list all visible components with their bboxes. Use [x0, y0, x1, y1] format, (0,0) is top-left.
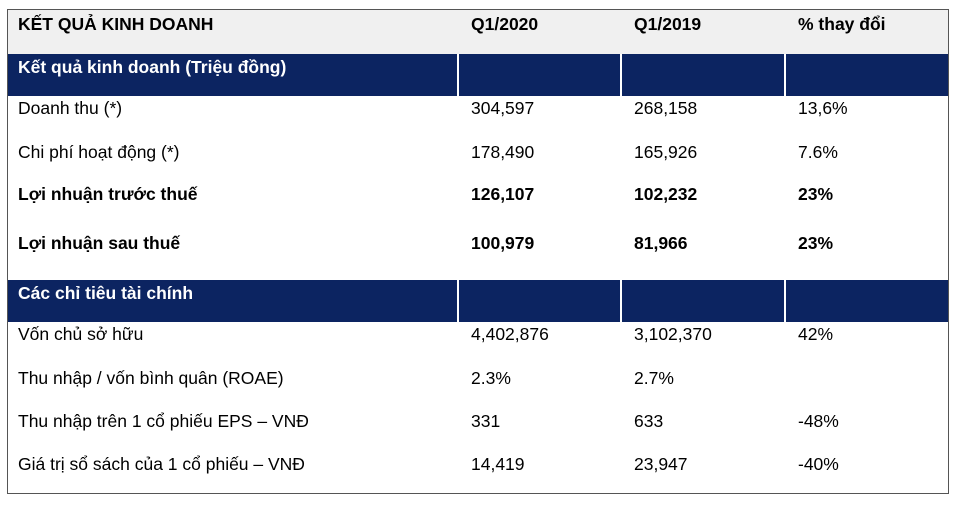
value-q1-2019: 165,926: [634, 142, 698, 162]
section-title: Các chỉ tiêu tài chính: [18, 283, 194, 303]
value-change: 23%: [798, 184, 834, 204]
row-label: Lợi nhuận trước thuế: [18, 184, 198, 204]
row-label: Giá trị sổ sách của 1 cổ phiếu – VNĐ: [18, 454, 305, 474]
value-change: 42%: [798, 324, 834, 344]
value-q1-2020: 4,402,876: [471, 324, 549, 344]
value-q1-2019: 81,966: [634, 233, 688, 253]
value-q1-2020: 304,597: [471, 98, 535, 118]
value-q1-2020: 100,979: [471, 233, 535, 253]
section-title: Kết quả kinh doanh (Triệu đồng): [18, 57, 287, 77]
row-label: Vốn chủ sở hữu: [18, 324, 144, 344]
row-label: Lợi nhuận sau thuế: [18, 233, 181, 253]
row-label: Doanh thu (*): [18, 98, 123, 118]
value-q1-2019: 102,232: [634, 184, 698, 204]
value-q1-2019: 2.7%: [634, 368, 674, 388]
header-q1-2019: Q1/2019: [634, 14, 702, 34]
value-change: 7.6%: [798, 142, 838, 162]
business-results-table: KẾT QUẢ KINH DOANH Q1/2020 Q1/2019 % tha…: [7, 9, 949, 494]
header-q1-2020: Q1/2020: [471, 14, 539, 34]
section-header-business-results: Kết quả kinh doanh (Triệu đồng): [8, 54, 948, 96]
row-label: Thu nhập trên 1 cổ phiếu EPS – VNĐ: [18, 411, 309, 431]
value-q1-2019: 268,158: [634, 98, 698, 118]
value-q1-2019: 633: [634, 411, 664, 431]
value-q1-2019: 3,102,370: [634, 324, 712, 344]
header-change: % thay đổi: [798, 14, 886, 34]
value-q1-2020: 178,490: [471, 142, 535, 162]
value-change: 13,6%: [798, 98, 848, 118]
header-title: KẾT QUẢ KINH DOANH: [18, 14, 214, 34]
row-label: Chi phí hoạt động (*): [18, 142, 180, 162]
value-q1-2020: 14,419: [471, 454, 525, 474]
value-change: -40%: [798, 454, 839, 474]
row-label: Thu nhập / vốn bình quân (ROAE): [18, 368, 284, 388]
table-header-row: KẾT QUẢ KINH DOANH Q1/2020 Q1/2019 % tha…: [8, 10, 948, 54]
value-q1-2020: 331: [471, 411, 501, 431]
value-q1-2020: 2.3%: [471, 368, 511, 388]
value-q1-2020: 126,107: [471, 184, 535, 204]
section-header-financial-indicators: Các chỉ tiêu tài chính: [8, 280, 948, 322]
value-q1-2019: 23,947: [634, 454, 688, 474]
value-change: -48%: [798, 411, 839, 431]
value-change: 23%: [798, 233, 834, 253]
